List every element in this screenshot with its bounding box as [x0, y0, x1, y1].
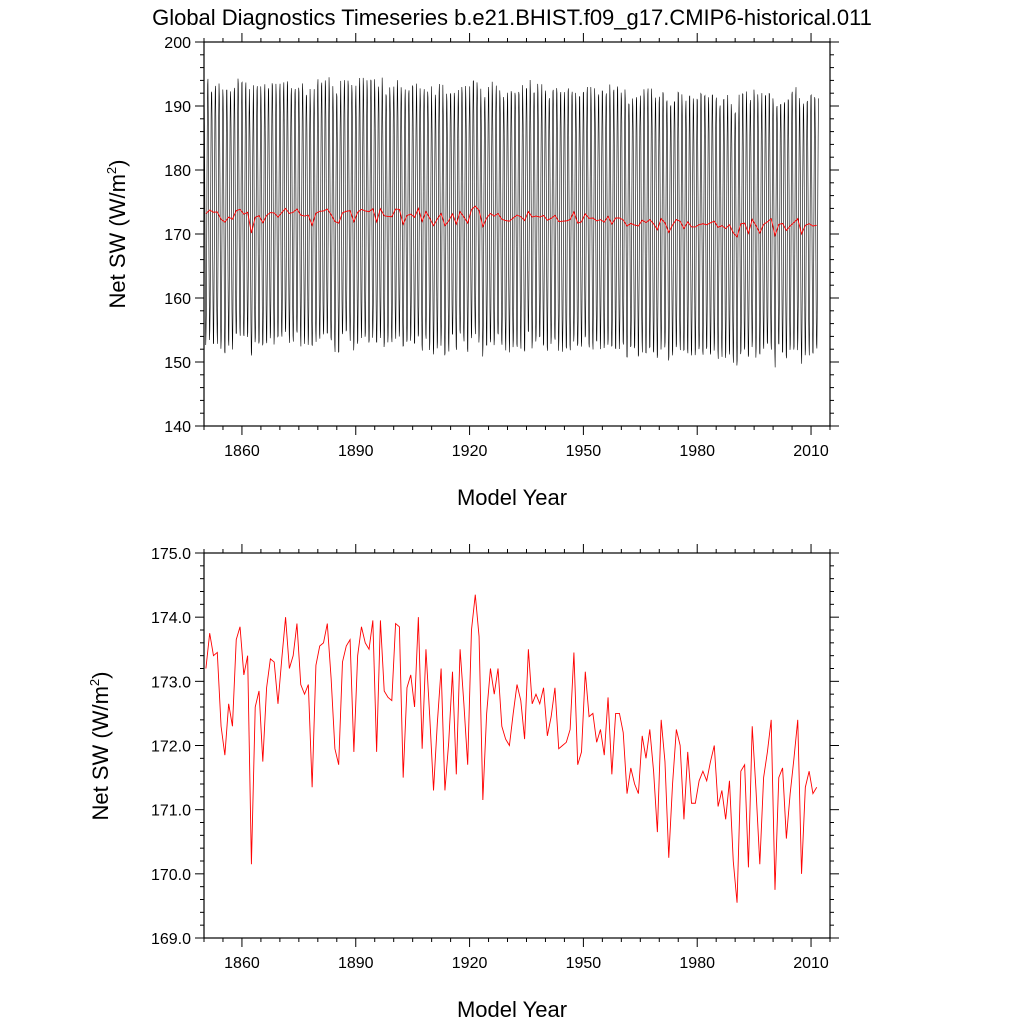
- top-y-tick-label: 150: [164, 355, 191, 372]
- top-y-tick-label: 160: [164, 291, 191, 308]
- bottom-axis-ticks: [195, 544, 839, 947]
- bottom-y-tick-label: 173.0: [151, 674, 191, 691]
- bottom-x-tick-label: 1860: [224, 955, 260, 972]
- top-tick-labels: 1860 1890 1920 1950 1980 2010 140 150 160 170 180 1…: [164, 35, 829, 460]
- bottom-x-tick-label: 1980: [679, 955, 715, 972]
- top-y-tick-label: 200: [164, 35, 191, 52]
- annual-mean-polyline-top: [205, 205, 817, 238]
- top-x-tick-label: 1860: [224, 443, 260, 460]
- bottom-plot-frame: [203, 552, 831, 939]
- monthly-polyline: [203, 77, 819, 368]
- top-x-tick-label: 2010: [793, 443, 829, 460]
- annual-mean-detail-line: [205, 594, 818, 903]
- top-y-tick-label: 180: [164, 163, 191, 180]
- bottom-y-tick-label: 172.0: [151, 739, 191, 756]
- bottom-x-tick-label: 2010: [793, 955, 829, 972]
- top-y-tick-label: 190: [164, 99, 191, 116]
- top-x-tick-label: 1920: [452, 443, 488, 460]
- bottom-x-tick-label: 1920: [452, 955, 488, 972]
- bottom-x-axis-title: Model Year: [457, 997, 567, 1022]
- figure-title: Global Diagnostics Timeseries b.e21.BHIS…: [152, 5, 872, 30]
- annual-mean-polyline: [205, 594, 818, 903]
- bottom-y-tick-label: 174.0: [151, 610, 191, 627]
- top-x-tick-label: 1980: [679, 443, 715, 460]
- bottom-tick-labels: 1860 1890 1920 1950 1980 2010 169.0 170.0 171.0 1…: [151, 546, 829, 972]
- bottom-x-tick-label: 1890: [338, 955, 374, 972]
- top-y-tick-label: 140: [164, 419, 191, 436]
- bottom-y-axis-title: Net SW (W/m2): [87, 672, 113, 821]
- bottom-y-tick-label: 170.0: [151, 867, 191, 884]
- top-x-axis-title: Model Year: [457, 485, 567, 510]
- top-panel: 1860 1890 1920 1950 1980 2010 140 150 160 170 180 1…: [104, 33, 839, 510]
- bottom-y-tick-label: 169.0: [151, 931, 191, 948]
- bottom-x-tick-label: 1950: [566, 955, 602, 972]
- bottom-y-tick-label: 171.0: [151, 803, 191, 820]
- top-axis-ticks: [195, 33, 839, 435]
- annual-mean-series-line: [205, 205, 817, 238]
- top-x-tick-label: 1890: [338, 443, 374, 460]
- monthly-series-line: [203, 77, 819, 368]
- top-x-tick-label: 1950: [566, 443, 602, 460]
- top-y-tick-label: 170: [164, 227, 191, 244]
- bottom-y-tick-label: 175.0: [151, 546, 191, 563]
- top-y-axis-title: Net SW (W/m2): [104, 160, 130, 309]
- bottom-panel: 1860 1890 1920 1950 1980 2010 169.0 170.0 171.0 1…: [87, 544, 839, 1022]
